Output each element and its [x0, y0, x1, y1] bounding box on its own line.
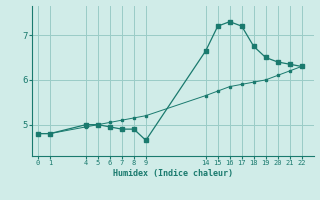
X-axis label: Humidex (Indice chaleur): Humidex (Indice chaleur)	[113, 169, 233, 178]
